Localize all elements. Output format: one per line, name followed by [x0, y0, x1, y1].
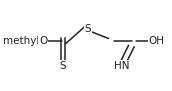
Text: HN: HN — [114, 61, 130, 71]
Text: S: S — [60, 61, 67, 71]
Text: O: O — [39, 36, 47, 46]
Text: methyl: methyl — [3, 36, 40, 46]
Text: S: S — [85, 24, 91, 34]
Text: OH: OH — [148, 36, 164, 46]
